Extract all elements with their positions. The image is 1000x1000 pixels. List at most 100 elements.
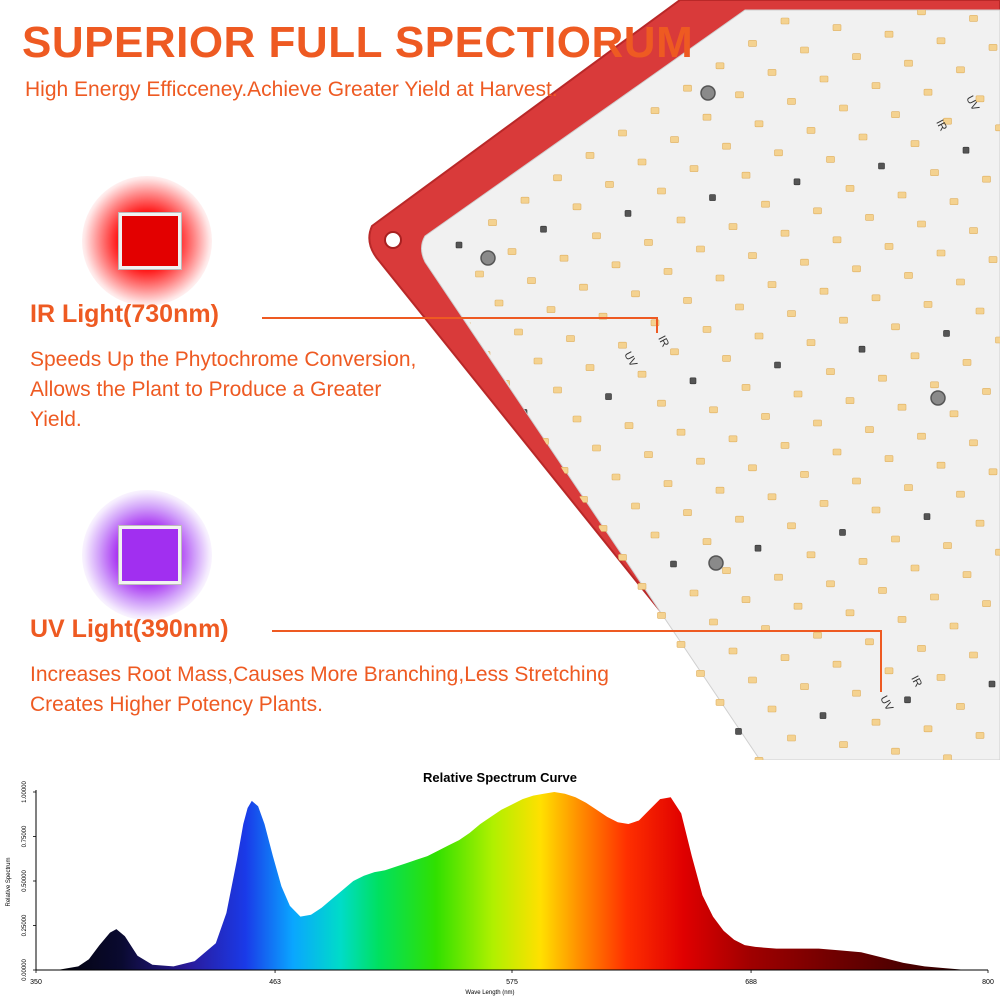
led-diode	[579, 283, 588, 291]
led-diode	[780, 229, 790, 237]
led-diode	[520, 621, 530, 628]
led-diode	[962, 359, 972, 366]
led-diode	[527, 277, 536, 284]
led-diode	[605, 181, 614, 188]
led-diode	[832, 448, 842, 456]
led-diode	[663, 480, 673, 487]
led-diode	[696, 670, 705, 677]
mounting-hole	[384, 231, 402, 249]
chart-y-tick-label: 0.50000	[22, 870, 28, 892]
led-diode	[910, 140, 920, 147]
led-diode	[936, 461, 946, 469]
led-diode	[540, 650, 549, 657]
ir-led-chip-icon	[119, 213, 181, 269]
led-diode	[546, 518, 556, 526]
uv-callout-line	[272, 630, 882, 632]
led-diode	[917, 645, 926, 652]
led-diode	[969, 227, 978, 234]
led-diode	[897, 403, 907, 411]
led-diode	[884, 667, 894, 675]
led-diode	[741, 384, 751, 391]
led-diode	[884, 455, 894, 462]
led-diode	[839, 316, 848, 324]
led-diode	[878, 374, 887, 382]
chart-y-tick-label: 0.00000	[22, 959, 28, 981]
led-diode	[858, 345, 866, 353]
led-diode	[501, 592, 508, 599]
chart-x-tick-label: 350	[30, 979, 42, 986]
led-diode	[819, 287, 829, 295]
led-diode	[611, 473, 621, 481]
led-diode	[533, 357, 543, 365]
led-diode	[962, 571, 972, 578]
led-diode	[819, 75, 829, 83]
led-diode	[722, 567, 731, 574]
led-diode	[735, 728, 742, 735]
led-diode	[748, 40, 757, 47]
led-diode	[943, 754, 952, 760]
led-diode	[670, 560, 677, 568]
led-diode	[618, 129, 627, 137]
led-diode	[715, 699, 725, 706]
led-diode	[663, 268, 673, 275]
led-diode	[709, 194, 716, 201]
led-diode	[748, 464, 757, 472]
led-diode	[793, 390, 803, 398]
led-diode	[904, 272, 913, 279]
led-diode	[904, 59, 913, 67]
led-diode	[741, 171, 751, 179]
led-diode	[845, 609, 855, 617]
led-diode	[430, 133, 438, 139]
led-diode	[709, 406, 718, 414]
led-diode	[722, 355, 731, 362]
led-diode	[683, 84, 692, 92]
led-diode	[780, 17, 790, 25]
led-diode	[683, 297, 692, 304]
chart-x-tick-label: 688	[745, 979, 757, 986]
led-diode	[988, 256, 998, 263]
led-diode	[520, 196, 530, 204]
uv-led-chip-icon	[119, 526, 181, 584]
led-diode	[631, 502, 640, 510]
led-diode	[956, 703, 965, 710]
led-diode	[897, 191, 907, 199]
led-diode	[930, 169, 939, 176]
led-diode	[858, 558, 868, 565]
page-subtitle: High Energy Efficceney.Achieve Greater Y…	[25, 78, 558, 101]
led-diode	[605, 393, 612, 400]
led-diode	[988, 468, 998, 476]
led-diode	[748, 252, 757, 259]
led-diode	[962, 146, 970, 154]
led-diode	[657, 612, 666, 619]
uv-feature-description: Increases Root Mass,Causes More Branchin…	[30, 660, 609, 720]
led-diode	[774, 149, 783, 157]
led-diode	[787, 734, 796, 742]
page-title: SUPERIOR FULL SPECTIORUM	[22, 18, 694, 67]
led-diode	[507, 460, 517, 468]
led-diode	[440, 424, 443, 432]
led-diode	[430, 345, 438, 351]
led-diode	[865, 638, 874, 646]
ir-feature-description: Speeds Up the Phytochrome Conversion, Al…	[30, 345, 416, 435]
led-diode	[787, 98, 796, 105]
led-diode	[884, 243, 894, 250]
led-diode	[488, 431, 497, 439]
led-diode	[767, 69, 777, 76]
led-diode	[956, 490, 965, 498]
led-diode	[949, 198, 959, 205]
led-diode	[475, 482, 484, 490]
led-diode	[832, 660, 842, 668]
led-diode	[852, 265, 861, 273]
led-diode	[559, 254, 569, 262]
ir-desc-line: Speeds Up the Phytochrome Conversion,	[30, 348, 417, 371]
led-diode	[637, 370, 647, 378]
led-diode	[735, 91, 744, 99]
led-diode	[774, 573, 783, 581]
led-diode	[767, 493, 777, 501]
led-diode	[839, 529, 846, 536]
led-diode	[897, 616, 907, 623]
led-diode	[878, 587, 887, 594]
led-diode	[767, 281, 777, 288]
led-diode	[488, 219, 497, 226]
led-diode	[631, 714, 640, 722]
